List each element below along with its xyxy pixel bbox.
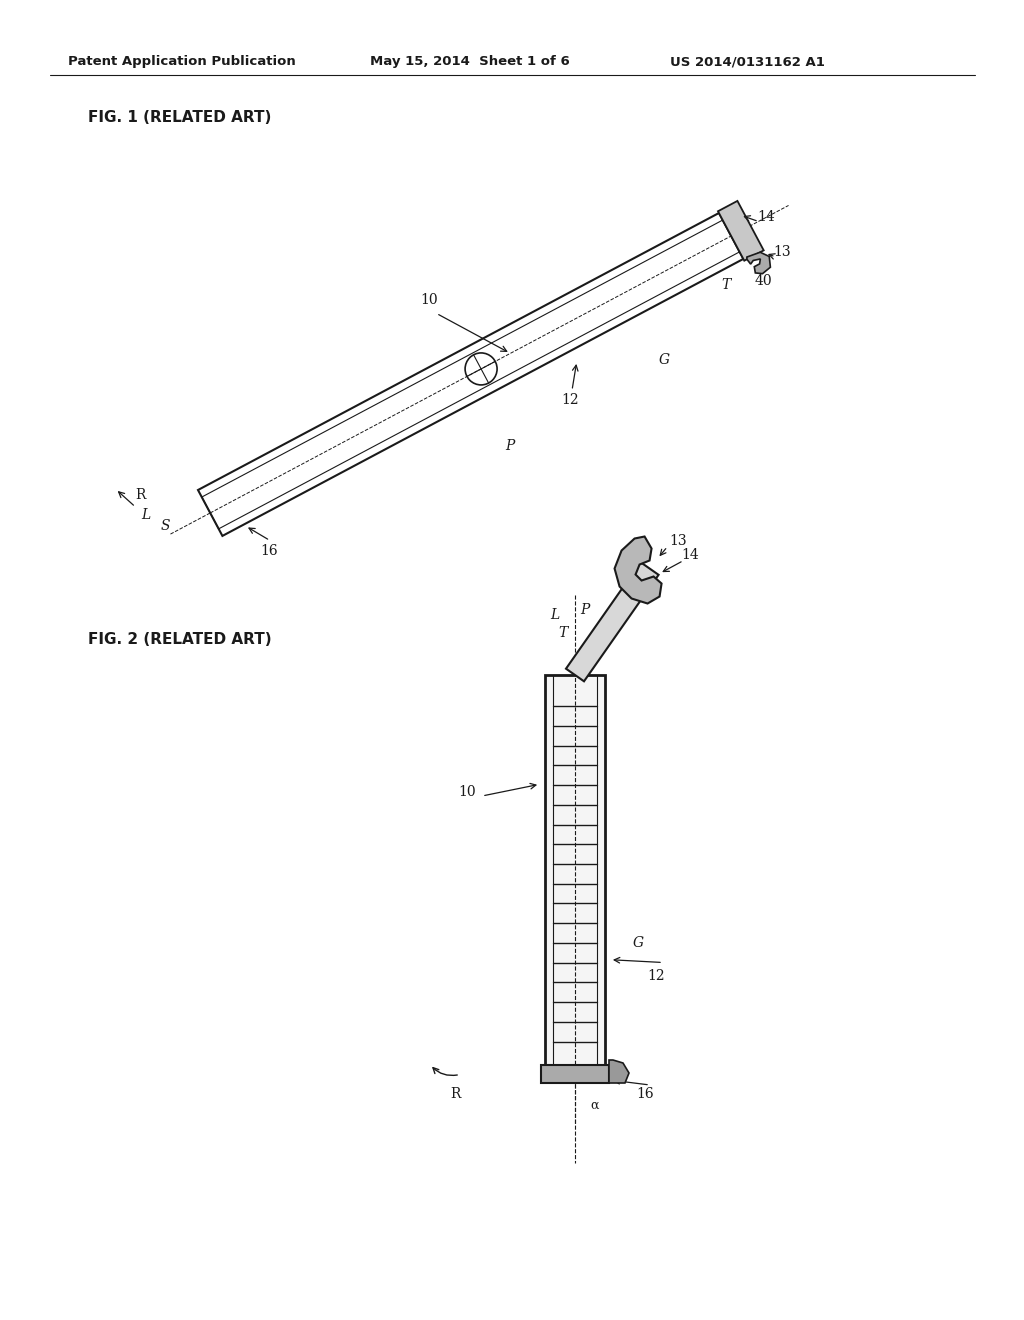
Text: R: R (450, 1088, 461, 1101)
Text: Patent Application Publication: Patent Application Publication (68, 55, 296, 69)
Text: R: R (135, 488, 145, 502)
Polygon shape (541, 1065, 609, 1082)
Text: 14: 14 (682, 548, 699, 561)
Text: 16: 16 (636, 1086, 653, 1101)
Polygon shape (746, 252, 770, 273)
Text: T: T (722, 279, 731, 292)
Text: 10: 10 (458, 785, 475, 799)
Text: May 15, 2014  Sheet 1 of 6: May 15, 2014 Sheet 1 of 6 (370, 55, 569, 69)
Text: G: G (633, 936, 644, 950)
Text: P: P (505, 440, 514, 453)
Text: 10: 10 (420, 293, 438, 308)
Text: L: L (141, 508, 151, 521)
Text: T: T (559, 626, 568, 640)
Text: 14: 14 (757, 210, 774, 223)
Polygon shape (545, 675, 605, 1065)
Text: L: L (550, 609, 559, 622)
Text: S: S (161, 519, 170, 533)
Polygon shape (614, 536, 662, 603)
Text: 16: 16 (260, 544, 278, 557)
Text: 13: 13 (670, 533, 687, 548)
Text: 13: 13 (773, 246, 792, 259)
Text: α: α (590, 1098, 598, 1111)
Polygon shape (566, 562, 658, 681)
Text: FIG. 2 (RELATED ART): FIG. 2 (RELATED ART) (88, 632, 271, 648)
Text: 40: 40 (755, 273, 772, 288)
Polygon shape (718, 201, 764, 260)
Polygon shape (609, 1060, 629, 1082)
Text: 12: 12 (561, 393, 579, 407)
Text: US 2014/0131162 A1: US 2014/0131162 A1 (670, 55, 825, 69)
Text: G: G (659, 354, 671, 367)
Text: FIG. 1 (RELATED ART): FIG. 1 (RELATED ART) (88, 111, 271, 125)
Text: P: P (580, 603, 589, 618)
Text: 12: 12 (647, 969, 665, 982)
